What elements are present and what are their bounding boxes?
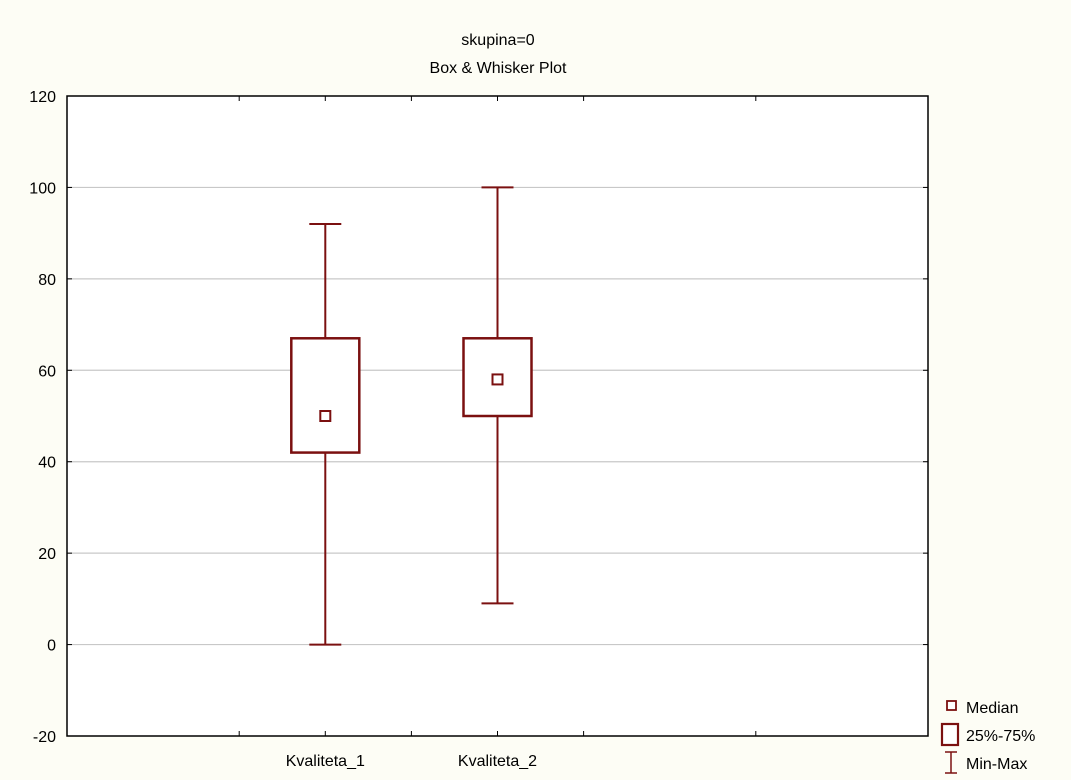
plot-frame: [66, 95, 929, 737]
y-tick-label: 120: [29, 89, 56, 106]
y-tick-label: 60: [38, 363, 56, 380]
median-marker: [491, 373, 504, 386]
legend-box-icon: [940, 722, 960, 747]
iqr-box: [290, 337, 361, 454]
box-group-kvaliteta-2: [462, 186, 533, 605]
y-tick-label: 20: [38, 546, 56, 563]
y-tick-label: 40: [38, 455, 56, 472]
y-tick-label: 0: [47, 638, 56, 655]
legend: Median 25%-75% Min-Max: [940, 700, 1035, 774]
y-tick-label: 80: [38, 272, 56, 289]
legend-whisker-label: Min-Max: [966, 756, 1027, 773]
y-tick-label: 100: [29, 180, 56, 197]
y-tick-label: -20: [33, 729, 56, 746]
x-category-label: Kvaliteta_2: [458, 753, 537, 770]
legend-median-label: Median: [966, 700, 1018, 717]
box-group-kvaliteta-1: [290, 223, 361, 646]
chart-subtitle: Box & Whisker Plot: [430, 60, 567, 77]
legend-box-label: 25%-75%: [966, 728, 1035, 745]
x-category-label: Kvaliteta_1: [286, 753, 365, 770]
legend-median-icon: [946, 700, 957, 711]
median-marker: [319, 410, 332, 422]
chart-title: skupina=0: [461, 32, 534, 49]
